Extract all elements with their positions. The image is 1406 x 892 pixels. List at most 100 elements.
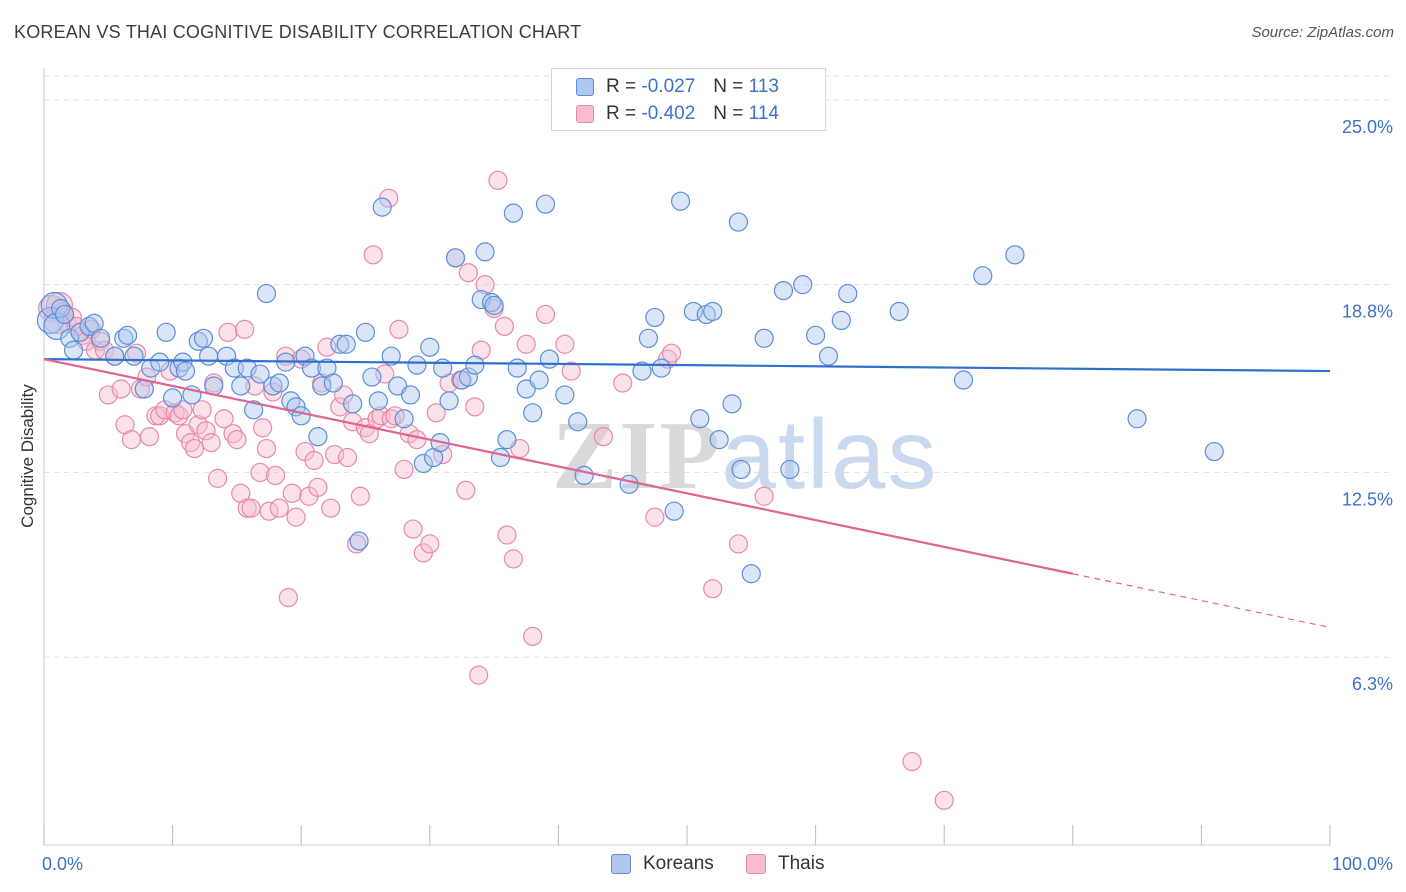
koreans-point [193, 328, 214, 348]
koreans-point [523, 403, 543, 423]
koreans-point [336, 334, 356, 354]
thais-point [308, 477, 328, 497]
thais-point [269, 498, 289, 518]
koreans-point [117, 325, 138, 345]
koreans-point [231, 376, 251, 396]
thais-point [465, 397, 485, 417]
koreans-n-value: 113 [748, 76, 779, 97]
koreans-point [973, 266, 993, 286]
koreans-point [439, 391, 459, 411]
thais-point [593, 427, 614, 447]
thais-point [350, 486, 370, 506]
chart-title: KOREAN VS THAI COGNITIVE DISABILITY CORR… [14, 22, 582, 42]
thais-point [497, 525, 517, 545]
koreans-point [413, 453, 433, 474]
koreans-point [362, 367, 382, 387]
koreans-point [722, 394, 742, 414]
correlation-legend: R = -0.027 N = 113 R = -0.402 N = 114 [551, 68, 826, 131]
thais-point [555, 334, 575, 354]
thais-point [394, 459, 414, 480]
thais-point [523, 626, 543, 646]
thais-point [321, 498, 341, 518]
r-label: R = [606, 76, 637, 97]
koreans-point [539, 349, 559, 369]
koreans-points [36, 191, 1224, 584]
koreans-point [368, 391, 388, 411]
koreans-point [953, 370, 974, 390]
thais-point [126, 343, 147, 363]
thais-point [192, 400, 212, 420]
thais-point [934, 790, 954, 810]
koreans-point [754, 328, 774, 348]
koreans-point [555, 385, 575, 405]
koreans-point [163, 388, 183, 408]
thais-point [420, 534, 440, 554]
legend-item-koreans: Koreans [611, 852, 714, 876]
koreans-point [420, 337, 440, 357]
x-tick-label-max: 100.0% [1332, 854, 1393, 874]
legend-row-koreans: R = -0.027 N = 113 [576, 75, 779, 99]
thais-point [494, 316, 514, 336]
legend-row-thais: R = -0.402 N = 114 [576, 102, 779, 126]
koreans-point [731, 459, 751, 480]
koreans-point [63, 340, 84, 360]
thais-point [218, 322, 238, 342]
koreans-point [381, 346, 401, 366]
thais-point [214, 409, 234, 429]
koreans-point [805, 325, 826, 345]
koreans-point [490, 447, 511, 468]
n-label: N = [713, 76, 744, 97]
thais-r-value: -0.402 [641, 103, 696, 124]
koreans-point [134, 379, 154, 399]
y-tick-label: 6.3% [1352, 674, 1393, 694]
koreans-point [269, 373, 289, 393]
thais-point [208, 468, 228, 488]
koreans-point [773, 281, 794, 301]
thais-point [426, 403, 446, 423]
koreans-point [664, 501, 684, 521]
koreans-point [690, 409, 710, 429]
thais-point [282, 483, 302, 503]
thais-point [346, 534, 367, 554]
koreans-point [619, 474, 639, 494]
thais-point [304, 450, 324, 471]
koreans-point [574, 465, 594, 486]
thais-point [703, 579, 723, 599]
thais-points [38, 170, 954, 810]
thais-point [561, 361, 581, 381]
thais-point [227, 430, 247, 450]
thais-point [253, 418, 273, 438]
thais-point [150, 406, 170, 426]
thais-n-value: 114 [748, 103, 779, 124]
koreans-point [372, 197, 392, 217]
thais-point [456, 480, 476, 500]
koreans-point [507, 358, 527, 378]
koreans-point [709, 430, 729, 450]
koreans-point [175, 361, 196, 381]
koreans-point [156, 322, 176, 342]
koreans-point [670, 191, 691, 211]
koreans-point [250, 364, 270, 384]
koreans-point [400, 385, 421, 405]
thais-legend-swatch [746, 854, 766, 874]
n-label: N = [713, 103, 744, 124]
koreans-point [124, 346, 144, 366]
thais-point [111, 379, 131, 399]
koreans-point [703, 301, 723, 322]
koreans-legend-swatch [611, 854, 631, 874]
koreans-point [475, 242, 495, 262]
koreans-point [1127, 409, 1147, 429]
thais-trend-line [43, 358, 1074, 575]
legend-item-thais: Thais [746, 852, 824, 876]
koreans-point [458, 367, 478, 387]
koreans-point [831, 310, 851, 331]
koreans-point [79, 316, 99, 336]
r-label: R = [606, 103, 637, 124]
thais-point [121, 430, 142, 450]
koreans-point [632, 361, 652, 381]
koreans-point [330, 334, 350, 354]
thais-point [139, 427, 160, 447]
koreans-point [355, 322, 376, 342]
koreans-point [308, 427, 328, 447]
thais-point [184, 438, 205, 459]
